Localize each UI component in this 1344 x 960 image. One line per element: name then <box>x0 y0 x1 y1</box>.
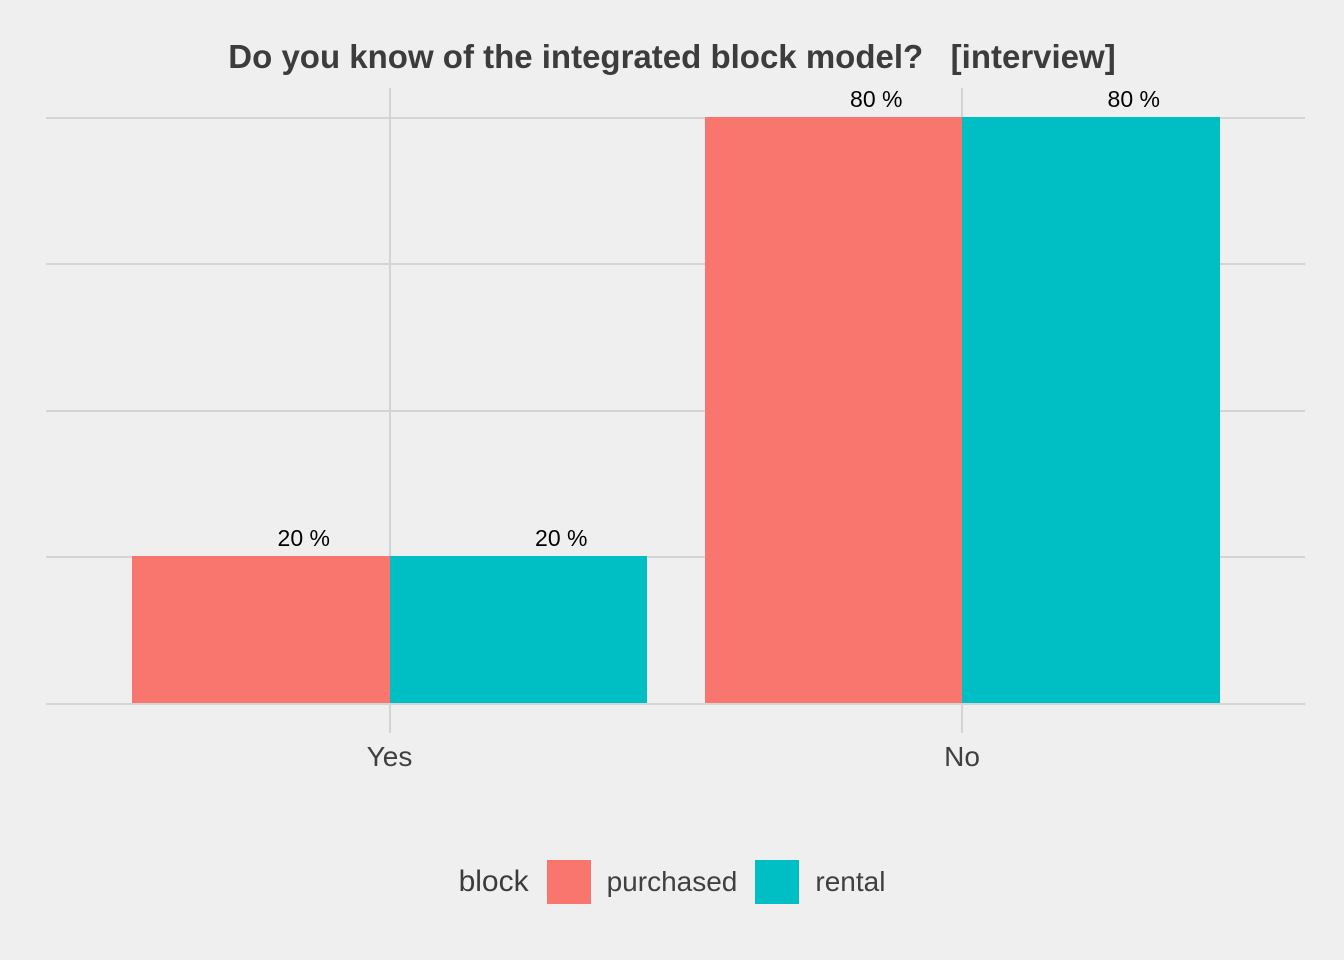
gridline-h-60 <box>46 263 1305 266</box>
bar-value-label-yes-purchased: 20 % <box>277 525 330 552</box>
legend-item-purchased: purchased <box>546 860 738 904</box>
x-axis-label-no: No <box>944 741 980 772</box>
legend: block purchased rental <box>0 858 1344 906</box>
legend-label-purchased: purchased <box>606 866 738 897</box>
plot-panel: 20 % 20 % 80 % 80 % <box>46 85 1305 733</box>
bar-value-label-yes-rental: 20 % <box>535 525 588 552</box>
gridline-h-80 <box>46 116 1305 119</box>
gridline-h-0 <box>46 703 1305 705</box>
legend-label-rental: rental <box>815 866 886 897</box>
bar-value-label-no-rental: 80 % <box>1107 85 1160 112</box>
x-axis-label-yes: Yes <box>366 741 413 772</box>
legend-swatch-rental <box>755 860 800 904</box>
bar-no-purchased <box>704 116 962 703</box>
chart-title: Do you know of the integrated block mode… <box>228 38 1116 75</box>
bar-yes-purchased <box>132 556 390 703</box>
gridline-h-20 <box>46 556 1305 559</box>
legend-swatch-purchased <box>546 860 591 904</box>
bar-value-label-no-purchased: 80 % <box>850 85 903 112</box>
legend-title: block <box>458 865 529 898</box>
bar-yes-rental <box>389 556 647 703</box>
legend-item-rental: rental <box>755 860 885 904</box>
bar-no-rental <box>962 116 1220 703</box>
gridline-h-40 <box>46 409 1305 412</box>
gridline-v-yes <box>388 88 391 733</box>
